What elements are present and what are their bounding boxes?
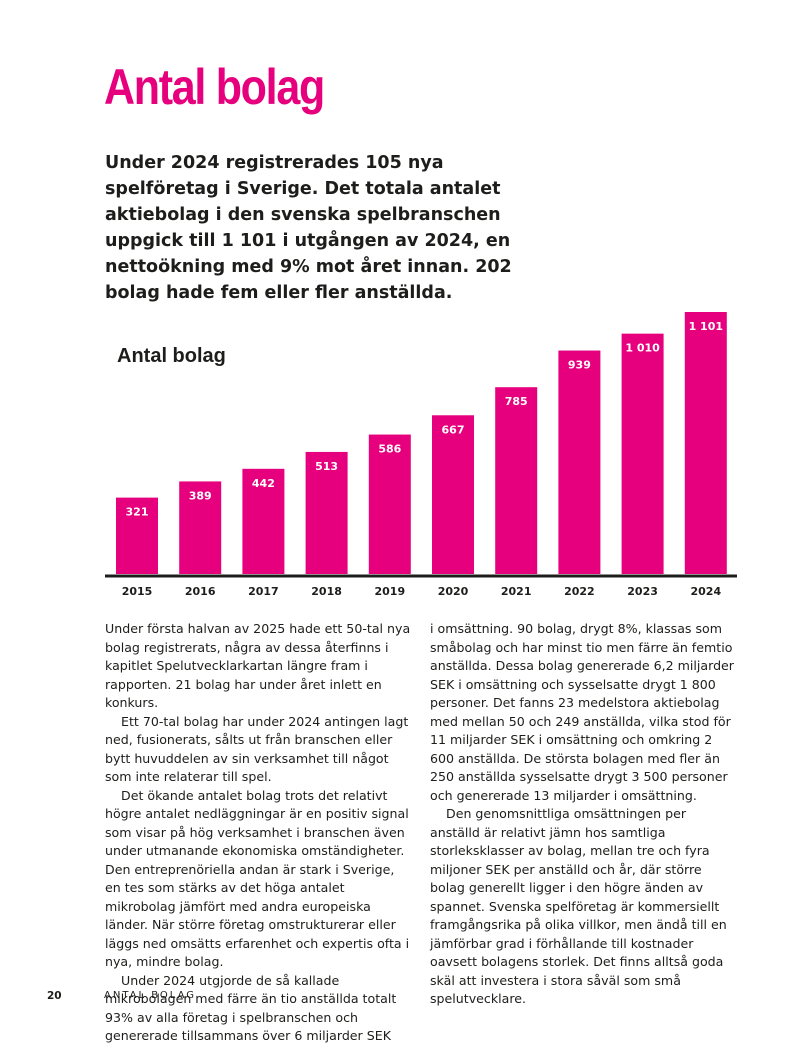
value-label: 389 — [189, 489, 212, 502]
x-tick-label: 2015 — [122, 585, 153, 598]
bar — [684, 312, 727, 574]
bar — [116, 497, 158, 574]
x-tick-label: 2019 — [374, 585, 405, 598]
bar — [621, 333, 664, 574]
value-label: 442 — [252, 477, 275, 490]
paragraph: Den genomsnittliga omsättningen per anst… — [430, 806, 727, 1006]
page-title: Antal bolag — [104, 59, 325, 115]
paragraph: i omsättning. 90 bolag, drygt 8%, klassa… — [430, 621, 734, 803]
x-tick-label: 2022 — [564, 585, 595, 598]
column: i omsättning. 90 bolag, drygt 8%, klassa… — [430, 620, 736, 1009]
column: Under första halvan av 2025 hade ett 50-… — [105, 620, 411, 1046]
value-label: 667 — [442, 423, 465, 436]
page-number: 20 — [47, 990, 62, 1002]
running-header: ANTAL BOLAG — [104, 990, 197, 1001]
bar — [242, 468, 285, 574]
x-tick-label: 2024 — [690, 585, 721, 598]
value-label: 1 010 — [625, 342, 660, 355]
paragraph: Under första halvan av 2025 hade ett 50-… — [105, 621, 411, 710]
x-tick-label: 2023 — [627, 585, 658, 598]
bar — [368, 434, 411, 574]
value-label: 513 — [315, 460, 338, 473]
x-tick-label: 2020 — [438, 585, 469, 598]
bar — [179, 481, 222, 574]
chart-title: Antal bolag — [117, 345, 226, 367]
x-tick-label: 2021 — [501, 585, 532, 598]
intro: Under 2024 registrerades 105 nya spelför… — [105, 153, 512, 303]
chart: Antal bolag 321 2015 389 2016 442 2017 513 2018… — [105, 312, 737, 598]
value-label: 939 — [568, 359, 591, 372]
value-label: 1 101 — [689, 320, 723, 333]
x-tick-label: 2016 — [185, 585, 216, 598]
bar — [305, 451, 348, 574]
paragraph: Ett 70-tal bolag har under 2024 antingen… — [105, 713, 409, 785]
bar — [558, 350, 601, 574]
value-label: 586 — [378, 443, 401, 456]
value-label: 785 — [505, 395, 528, 408]
value-label: 321 — [126, 506, 149, 519]
paragraph: Under 2024 utgjorde de så kallade mikrob… — [105, 972, 397, 1044]
bar — [495, 387, 538, 574]
x-tick-label: 2018 — [311, 585, 342, 598]
bar — [432, 415, 474, 574]
x-tick-label: 2017 — [248, 585, 279, 598]
paragraph: Det ökande antalet bolag trots det relat… — [105, 787, 410, 970]
